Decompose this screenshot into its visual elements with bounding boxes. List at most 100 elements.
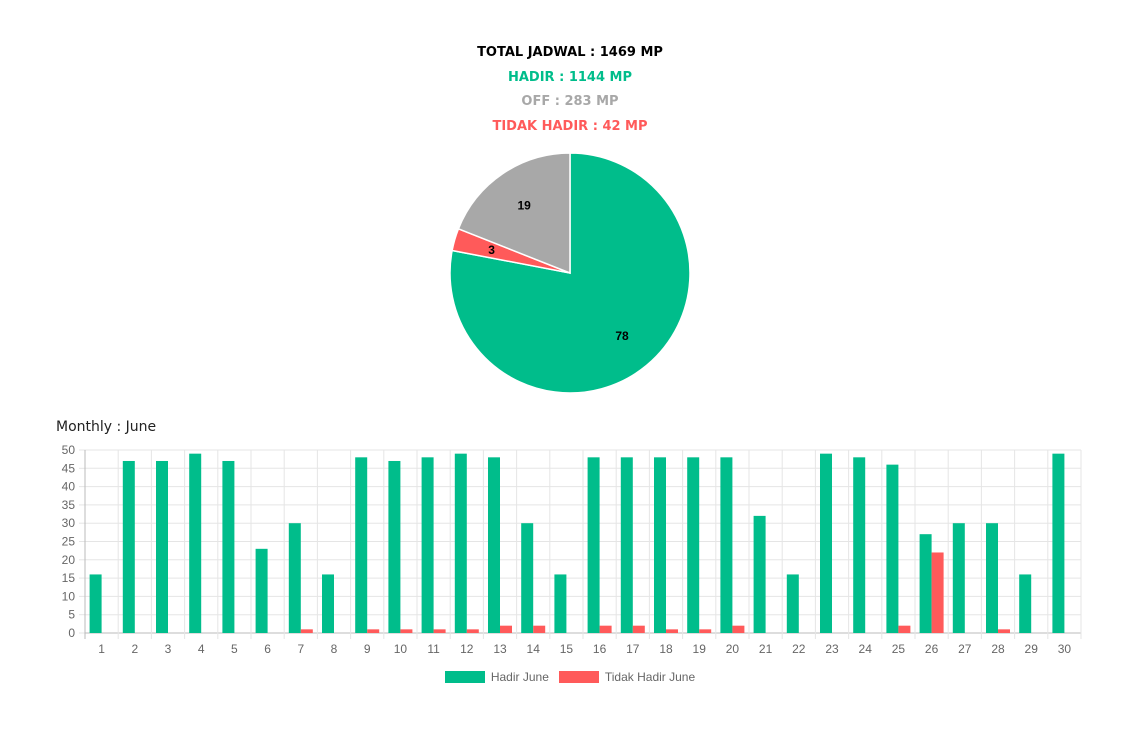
y-tick-label: 30 xyxy=(62,516,76,530)
legend-swatch-tidak-hadir xyxy=(558,671,599,683)
bar-chart-legend: Hadir June Tidak Hadir June xyxy=(0,670,1140,684)
y-tick-label: 5 xyxy=(68,608,75,622)
y-tick-label: 20 xyxy=(62,553,76,567)
x-tick-label: 5 xyxy=(231,642,238,656)
bar-hadir-17[interactable] xyxy=(620,457,633,633)
bar-hadir-4[interactable] xyxy=(189,453,202,633)
x-tick-label: 21 xyxy=(759,642,773,656)
x-tick-label: 11 xyxy=(427,642,440,656)
bar-tidak-hadir-17[interactable] xyxy=(632,625,645,633)
y-tick-label: 15 xyxy=(62,571,76,585)
bar-tidak-hadir-19[interactable] xyxy=(699,629,712,633)
bar-hadir-12[interactable] xyxy=(454,453,467,633)
bar-hadir-28[interactable] xyxy=(986,523,998,633)
bar-hadir-23[interactable] xyxy=(820,453,832,633)
bar-hadir-16[interactable] xyxy=(587,457,600,633)
bar-hadir-14[interactable] xyxy=(521,523,534,633)
x-tick-label: 25 xyxy=(892,642,906,656)
x-tick-label: 23 xyxy=(825,642,839,656)
bar-tidak-hadir-13[interactable] xyxy=(500,625,512,633)
bar-hadir-7[interactable] xyxy=(288,523,301,633)
bar-tidak-hadir-14[interactable] xyxy=(533,625,546,633)
x-tick-label: 12 xyxy=(460,642,474,656)
x-tick-label: 4 xyxy=(198,642,205,656)
x-tick-label: 6 xyxy=(264,642,271,656)
bar-hadir-13[interactable] xyxy=(488,457,500,633)
bar-hadir-26[interactable] xyxy=(919,534,932,633)
summary-tidak-hadir: TIDAK HADIR : 42 MP xyxy=(492,119,648,134)
x-tick-label: 3 xyxy=(165,642,172,656)
legend-label-tidak-hadir: Tidak Hadir June xyxy=(604,670,696,684)
x-tick-label: 30 xyxy=(1058,642,1072,656)
y-tick-label: 35 xyxy=(62,498,76,512)
bar-tidak-hadir-28[interactable] xyxy=(998,629,1010,633)
x-tick-label: 24 xyxy=(859,642,873,656)
bar-hadir-19[interactable] xyxy=(687,457,700,633)
bar-tidak-hadir-11[interactable] xyxy=(433,629,446,633)
bar-tidak-hadir-7[interactable] xyxy=(300,629,313,633)
x-tick-label: 10 xyxy=(394,642,408,656)
summary-hadir: HADIR : 1144 MP xyxy=(507,70,632,85)
x-tick-label: 8 xyxy=(331,642,338,656)
bar-tidak-hadir-9[interactable] xyxy=(367,629,380,633)
x-tick-label: 14 xyxy=(527,642,541,656)
bar-hadir-6[interactable] xyxy=(255,548,268,633)
legend-item-tidak-hadir[interactable]: Tidak Hadir June xyxy=(558,670,696,684)
bar-hadir-11[interactable] xyxy=(421,457,434,633)
x-tick-label: 18 xyxy=(659,642,673,656)
bar-hadir-10[interactable] xyxy=(388,460,401,633)
bar-tidak-hadir-20[interactable] xyxy=(732,625,745,633)
x-tick-label: 29 xyxy=(1025,642,1039,656)
bar-tidak-hadir-26[interactable] xyxy=(931,552,944,633)
bar-hadir-1[interactable] xyxy=(89,574,102,633)
x-tick-label: 13 xyxy=(493,642,507,656)
summary-off: OFF : 283 MP xyxy=(521,94,619,109)
x-tick-label: 28 xyxy=(991,642,1005,656)
y-tick-label: 50 xyxy=(62,443,76,457)
x-tick-label: 16 xyxy=(593,642,607,656)
bar-hadir-8[interactable] xyxy=(322,574,334,633)
x-tick-label: 19 xyxy=(693,642,707,656)
bar-hadir-25[interactable] xyxy=(886,464,899,633)
bar-hadir-15[interactable] xyxy=(554,574,567,633)
bar-hadir-30[interactable] xyxy=(1052,453,1065,633)
x-tick-label: 22 xyxy=(792,642,806,656)
bar-hadir-5[interactable] xyxy=(222,460,235,633)
x-tick-label: 26 xyxy=(925,642,939,656)
x-tick-label: 27 xyxy=(958,642,972,656)
bar-tidak-hadir-16[interactable] xyxy=(599,625,612,633)
bar-tidak-hadir-10[interactable] xyxy=(400,629,413,633)
x-tick-label: 17 xyxy=(626,642,640,656)
x-tick-label: 20 xyxy=(726,642,740,656)
bar-tidak-hadir-25[interactable] xyxy=(898,625,911,633)
pie-slice-label-0: 78 xyxy=(615,329,629,343)
attendance-pie-chart: 78 3 19 xyxy=(449,152,691,394)
bar-hadir-21[interactable] xyxy=(753,515,766,633)
legend-label-hadir: Hadir June xyxy=(490,670,549,684)
bar-hadir-22[interactable] xyxy=(786,574,799,633)
x-tick-label: 15 xyxy=(560,642,574,656)
summary-total: TOTAL JADWAL : 1469 MP xyxy=(477,45,663,60)
x-tick-label: 9 xyxy=(364,642,371,656)
bar-hadir-2[interactable] xyxy=(122,460,135,633)
bar-tidak-hadir-12[interactable] xyxy=(466,629,479,633)
bar-hadir-9[interactable] xyxy=(355,457,368,633)
x-tick-label: 7 xyxy=(297,642,304,656)
legend-swatch-hadir xyxy=(444,671,485,683)
monthly-chart-title: Monthly : June xyxy=(56,419,157,435)
bar-hadir-27[interactable] xyxy=(952,523,965,633)
bar-hadir-29[interactable] xyxy=(1019,574,1032,633)
bar-hadir-18[interactable] xyxy=(654,457,666,633)
pie-slice-2[interactable] xyxy=(457,152,571,275)
y-tick-label: 10 xyxy=(62,589,76,603)
bar-hadir-20[interactable] xyxy=(720,457,733,633)
pie-slice-label-1: 3 xyxy=(488,243,495,257)
y-tick-label: 0 xyxy=(68,626,75,640)
bar-hadir-3[interactable] xyxy=(156,460,168,633)
y-tick-label: 45 xyxy=(62,461,76,475)
bar-hadir-24[interactable] xyxy=(853,457,866,633)
legend-item-hadir[interactable]: Hadir June xyxy=(444,670,549,684)
bar-tidak-hadir-18[interactable] xyxy=(666,629,678,633)
y-tick-label: 40 xyxy=(62,480,76,494)
